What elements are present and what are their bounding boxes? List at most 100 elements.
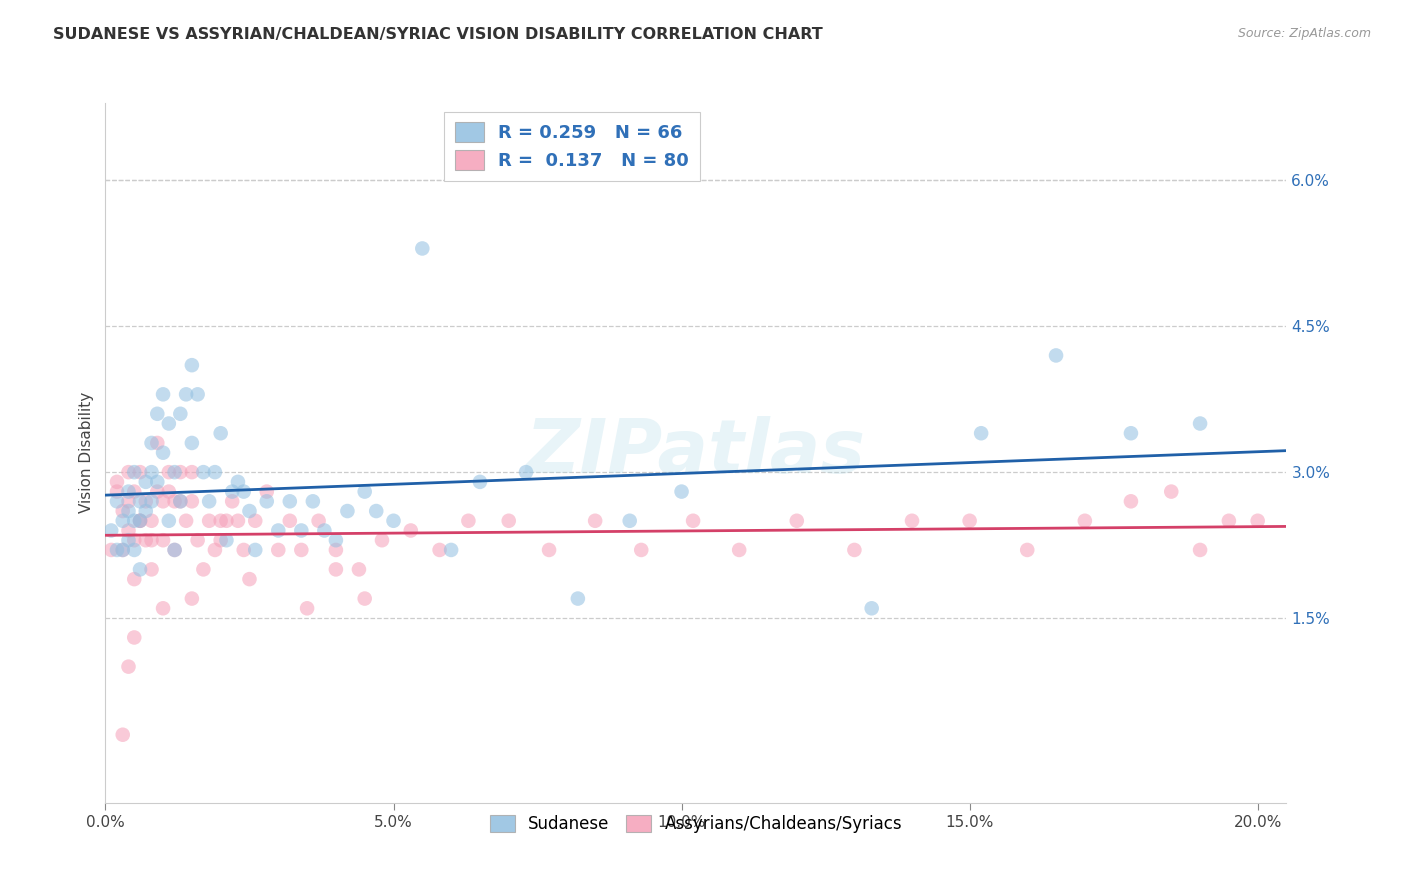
- Point: [129, 514, 152, 528]
- Point: [122, 533, 145, 548]
- Point: [267, 524, 290, 538]
- Point: [619, 514, 641, 528]
- Point: [152, 533, 174, 548]
- Point: [111, 543, 134, 558]
- Point: [187, 533, 209, 548]
- Point: [180, 465, 202, 479]
- Point: [111, 504, 134, 518]
- Point: [302, 494, 325, 508]
- Point: [308, 514, 330, 528]
- Point: [152, 387, 174, 401]
- Point: [209, 533, 232, 548]
- Point: [295, 601, 318, 615]
- Point: [100, 543, 122, 558]
- Point: [215, 533, 238, 548]
- Y-axis label: Vision Disability: Vision Disability: [79, 392, 94, 513]
- Point: [117, 533, 139, 548]
- Point: [129, 514, 152, 528]
- Point: [105, 475, 128, 489]
- Point: [111, 514, 134, 528]
- Point: [1074, 514, 1097, 528]
- Point: [353, 591, 375, 606]
- Point: [122, 514, 145, 528]
- Point: [169, 407, 191, 421]
- Point: [141, 533, 163, 548]
- Point: [215, 514, 238, 528]
- Point: [152, 446, 174, 460]
- Point: [457, 514, 479, 528]
- Point: [238, 504, 260, 518]
- Point: [382, 514, 405, 528]
- Point: [100, 524, 122, 538]
- Point: [193, 465, 215, 479]
- Point: [122, 484, 145, 499]
- Point: [1017, 543, 1039, 558]
- Text: SUDANESE VS ASSYRIAN/CHALDEAN/SYRIAC VISION DISABILITY CORRELATION CHART: SUDANESE VS ASSYRIAN/CHALDEAN/SYRIAC VIS…: [53, 27, 823, 42]
- Point: [169, 494, 191, 508]
- Point: [515, 465, 537, 479]
- Point: [347, 562, 370, 576]
- Text: ZIPatlas: ZIPatlas: [526, 417, 866, 489]
- Point: [105, 484, 128, 499]
- Point: [193, 562, 215, 576]
- Point: [146, 407, 169, 421]
- Point: [1119, 426, 1142, 441]
- Point: [366, 504, 388, 518]
- Point: [411, 242, 433, 256]
- Point: [163, 494, 186, 508]
- Point: [1189, 543, 1212, 558]
- Point: [163, 543, 186, 558]
- Point: [256, 484, 278, 499]
- Point: [129, 514, 152, 528]
- Point: [1119, 494, 1142, 508]
- Point: [198, 514, 221, 528]
- Point: [146, 436, 169, 450]
- Point: [135, 504, 157, 518]
- Legend: Sudanese, Assyrians/Chaldeans/Syriacs: Sudanese, Assyrians/Chaldeans/Syriacs: [484, 808, 908, 840]
- Point: [117, 504, 139, 518]
- Point: [371, 533, 394, 548]
- Point: [129, 465, 152, 479]
- Point: [163, 543, 186, 558]
- Point: [141, 436, 163, 450]
- Point: [786, 514, 808, 528]
- Point: [117, 524, 139, 538]
- Point: [901, 514, 924, 528]
- Point: [245, 543, 267, 558]
- Point: [232, 484, 254, 499]
- Point: [169, 494, 191, 508]
- Point: [671, 484, 693, 499]
- Point: [278, 494, 301, 508]
- Point: [141, 494, 163, 508]
- Point: [135, 533, 157, 548]
- Point: [630, 543, 652, 558]
- Point: [105, 543, 128, 558]
- Point: [440, 543, 463, 558]
- Point: [163, 465, 186, 479]
- Point: [256, 494, 278, 508]
- Point: [959, 514, 981, 528]
- Point: [180, 494, 202, 508]
- Point: [146, 484, 169, 499]
- Text: Source: ZipAtlas.com: Source: ZipAtlas.com: [1237, 27, 1371, 40]
- Point: [278, 514, 301, 528]
- Point: [267, 543, 290, 558]
- Point: [157, 465, 180, 479]
- Point: [245, 514, 267, 528]
- Point: [325, 533, 347, 548]
- Point: [180, 591, 202, 606]
- Point: [1160, 484, 1182, 499]
- Point: [141, 465, 163, 479]
- Point: [538, 543, 561, 558]
- Point: [122, 572, 145, 586]
- Point: [157, 484, 180, 499]
- Point: [122, 543, 145, 558]
- Point: [1247, 514, 1270, 528]
- Point: [187, 387, 209, 401]
- Point: [180, 358, 202, 372]
- Point: [204, 465, 226, 479]
- Point: [198, 494, 221, 508]
- Point: [111, 728, 134, 742]
- Point: [583, 514, 606, 528]
- Point: [399, 524, 422, 538]
